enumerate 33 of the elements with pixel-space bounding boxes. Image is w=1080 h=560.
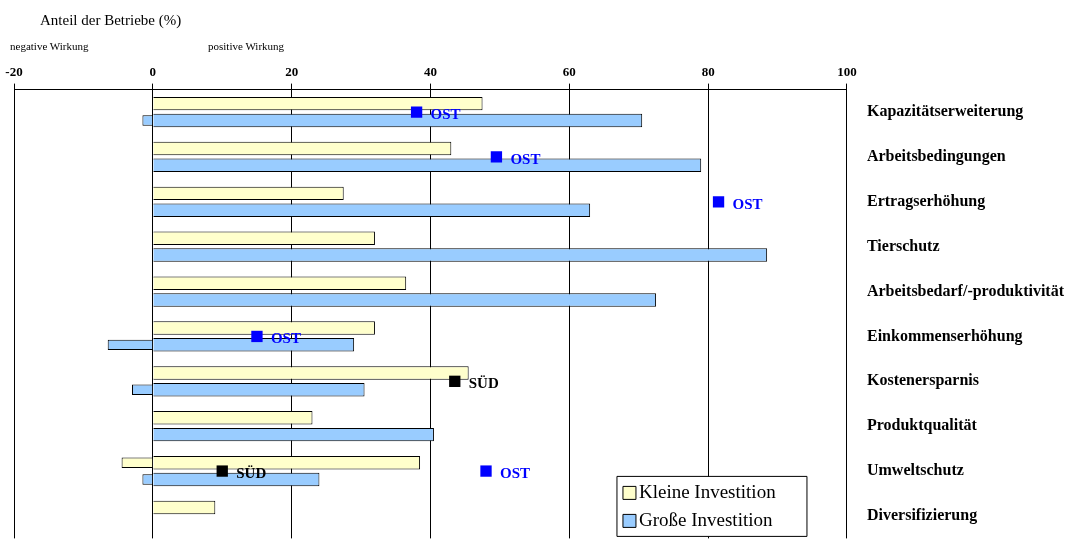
- y-tick-label: Kapazitätserweiterung: [866, 102, 1024, 121]
- x-tick-label: 20: [285, 64, 299, 80]
- x-tick-label: 60: [562, 64, 576, 80]
- y-tick-label: Diversifizierung: [866, 506, 978, 525]
- text: negative Wirkung: [10, 40, 89, 52]
- point: [216, 465, 228, 477]
- y-tick-label: Produktqualität: [866, 416, 978, 435]
- y-tick-label: Arbeitsbedingungen: [866, 147, 1006, 166]
- x-tick-label: 100: [837, 64, 857, 80]
- point: [712, 196, 725, 208]
- text: SÜD: [468, 375, 499, 392]
- x-tick-label: 40: [423, 64, 437, 80]
- point: [251, 330, 263, 343]
- y-tick-label: Tierschutz: [866, 236, 940, 254]
- series-label: OST: [500, 464, 531, 481]
- y-tick-label: Ertragserhöhung: [866, 191, 986, 210]
- legend-label: Kleine Investition: [638, 481, 777, 503]
- point: [410, 106, 423, 118]
- y-tick-label: Arbeitsbedarf/-produktivität: [866, 281, 1065, 300]
- text: OST: [510, 150, 541, 167]
- y-tick-label: Umweltschutz: [866, 461, 964, 479]
- text: positive Wirkung: [208, 40, 285, 52]
- y-tick-label: Einkommenserhöhung: [866, 326, 1023, 345]
- text: OST: [732, 195, 763, 212]
- point: [480, 465, 492, 477]
- point: [490, 151, 503, 163]
- x-tick-label: -20: [5, 64, 23, 80]
- x-tick-label: 80: [701, 64, 715, 80]
- x-axis-title: Anteil der Betriebe (%): [40, 12, 182, 29]
- point: [449, 375, 461, 387]
- legend-label: Große Investition: [638, 509, 773, 531]
- y-tick-label: Kostenersparnis: [866, 371, 979, 390]
- x-tick-label: 0: [149, 64, 157, 80]
